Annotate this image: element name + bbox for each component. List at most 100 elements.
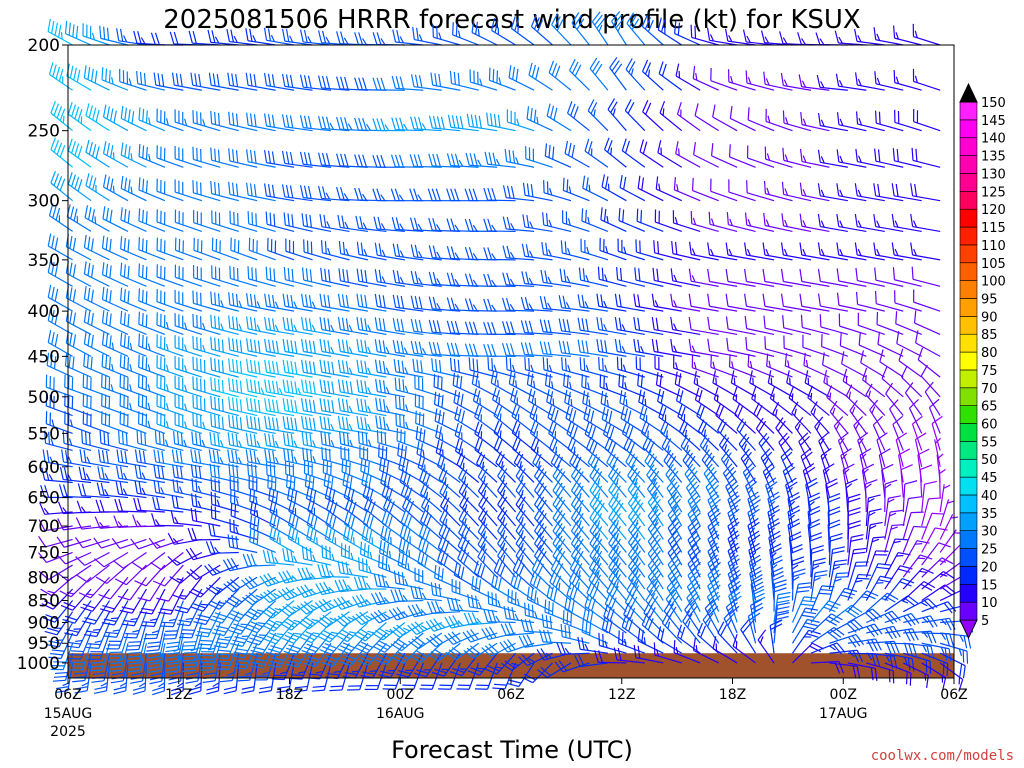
wind-barb — [174, 412, 203, 434]
colorbar-label: 125 — [981, 185, 1006, 200]
wind-barb — [617, 238, 646, 261]
wind-barb — [78, 576, 110, 599]
wind-barb — [913, 289, 941, 312]
wind-barb — [301, 293, 332, 312]
wind-barb — [299, 115, 332, 132]
wind-barb — [541, 241, 572, 261]
wind-barb — [210, 314, 239, 335]
wind-barb — [613, 647, 645, 664]
wind-barb — [836, 112, 867, 132]
wind-barb — [596, 293, 627, 312]
wind-barb — [655, 176, 682, 202]
wind-barb — [276, 662, 295, 693]
wind-barb — [192, 265, 221, 287]
wind-barb — [445, 642, 480, 661]
wind-barb — [397, 442, 424, 468]
wind-barb — [659, 420, 683, 451]
wind-barb — [418, 523, 443, 553]
wind-barb — [120, 207, 147, 232]
wind-barb — [710, 143, 738, 168]
wind-barb — [390, 154, 424, 168]
wind-barb — [148, 537, 184, 549]
colorbar-swatch — [959, 351, 978, 371]
wind-barb — [865, 575, 893, 601]
credit-text[interactable]: coolwx.com/models — [871, 748, 1014, 764]
wind-barb — [791, 568, 806, 601]
colorbar-label: 55 — [981, 435, 998, 450]
wind-barb — [95, 499, 128, 513]
wind-barb — [337, 214, 369, 233]
wind-barb — [547, 405, 572, 434]
wind-barb — [838, 313, 867, 335]
x-tick-label: 18Z — [276, 687, 303, 703]
y-tick-label: 450 — [28, 347, 60, 367]
wind-barb — [247, 462, 276, 484]
wind-barb — [229, 265, 258, 287]
wind-barb — [263, 27, 295, 46]
wind-barb — [895, 432, 908, 467]
wind-barb — [828, 587, 858, 613]
wind-barb — [744, 293, 775, 312]
wind-barb — [540, 269, 572, 287]
wind-barb — [428, 245, 461, 261]
wind-barb — [356, 293, 387, 312]
wind-barb — [152, 662, 166, 696]
wind-barb — [393, 570, 424, 590]
wind-barb — [360, 458, 387, 484]
wind-barb — [210, 491, 239, 513]
wind-barb — [598, 357, 627, 378]
colorbar-swatch — [959, 119, 978, 139]
colorbar-label: 15 — [981, 578, 998, 593]
wind-barb — [502, 185, 535, 202]
wind-barb — [283, 267, 313, 287]
wind-barb — [106, 622, 129, 650]
wind-barb — [559, 268, 590, 287]
wind-barb — [800, 314, 830, 335]
wind-barb — [99, 588, 129, 613]
wind-barb — [165, 643, 184, 674]
wind-barb — [190, 464, 221, 484]
wind-barb — [156, 264, 184, 287]
wind-barb — [392, 29, 424, 46]
wind-barb — [228, 377, 258, 398]
wind-barb — [879, 349, 904, 378]
wind-barb — [264, 379, 295, 398]
wind-barb — [102, 104, 129, 132]
wind-barb — [456, 662, 480, 690]
wind-barb — [921, 512, 945, 540]
wind-barb — [359, 445, 387, 468]
wind-barb — [483, 273, 516, 287]
wind-barb — [674, 371, 701, 398]
wind-barb — [898, 448, 911, 483]
wind-barb — [353, 576, 387, 590]
wind-barb — [50, 170, 73, 202]
wind-barb — [690, 211, 719, 232]
wind-barb — [755, 417, 775, 451]
wind-barb — [884, 552, 911, 578]
wind-barb — [670, 293, 701, 312]
wind-barb — [910, 183, 941, 202]
wind-barb — [710, 178, 738, 202]
wind-barb — [337, 398, 369, 417]
wind-barb — [704, 598, 720, 634]
wind-barb — [627, 478, 646, 513]
colorbar-swatch — [959, 298, 978, 317]
wind-barb — [497, 544, 517, 578]
wind-barb — [380, 525, 406, 554]
wind-barb — [670, 268, 701, 287]
wind-barb — [581, 373, 609, 398]
wind-barb — [213, 622, 240, 649]
wind-barb — [512, 436, 535, 468]
wind-barb — [419, 481, 443, 513]
x-tick-label: 18Z — [719, 687, 746, 703]
wind-barb — [530, 436, 553, 468]
wind-barb — [763, 180, 793, 202]
wind-barb — [102, 174, 129, 202]
wind-barb — [269, 499, 295, 527]
wind-barb — [534, 519, 553, 553]
wind-barb — [920, 364, 941, 398]
wind-barb — [398, 538, 424, 566]
colorbar-swatch — [959, 137, 978, 156]
colorbar-swatch — [959, 333, 978, 353]
wind-barb — [734, 402, 756, 434]
